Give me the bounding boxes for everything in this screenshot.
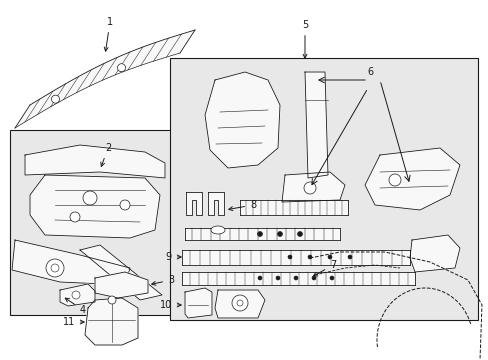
Circle shape: [304, 182, 315, 194]
Polygon shape: [182, 250, 409, 265]
FancyBboxPatch shape: [10, 130, 184, 315]
Circle shape: [287, 255, 291, 259]
Circle shape: [347, 255, 351, 259]
Circle shape: [51, 95, 60, 103]
Polygon shape: [25, 145, 164, 178]
Polygon shape: [409, 235, 459, 272]
Circle shape: [51, 264, 59, 272]
Polygon shape: [182, 272, 414, 285]
Circle shape: [275, 276, 280, 280]
Circle shape: [257, 231, 262, 237]
Ellipse shape: [210, 226, 224, 234]
Polygon shape: [204, 72, 280, 168]
Text: 2: 2: [101, 143, 111, 166]
Circle shape: [311, 276, 315, 280]
Circle shape: [231, 295, 247, 311]
Circle shape: [293, 276, 297, 280]
Polygon shape: [80, 245, 162, 300]
Circle shape: [120, 200, 130, 210]
Circle shape: [83, 191, 97, 205]
Text: 3: 3: [151, 275, 174, 285]
Polygon shape: [95, 272, 148, 298]
Text: 5: 5: [301, 20, 307, 58]
Polygon shape: [282, 172, 345, 202]
Polygon shape: [364, 148, 459, 210]
Text: 6: 6: [366, 67, 372, 77]
Circle shape: [329, 276, 333, 280]
Circle shape: [327, 255, 331, 259]
Polygon shape: [30, 175, 160, 238]
Text: 4: 4: [65, 298, 86, 315]
Polygon shape: [60, 284, 95, 306]
Polygon shape: [305, 72, 327, 178]
Text: 8: 8: [228, 200, 256, 211]
Text: 1: 1: [104, 17, 113, 51]
Text: 10: 10: [160, 300, 181, 310]
Circle shape: [388, 174, 400, 186]
Polygon shape: [215, 290, 264, 318]
Circle shape: [108, 296, 116, 304]
Circle shape: [297, 231, 302, 237]
Polygon shape: [185, 192, 202, 215]
Circle shape: [70, 212, 80, 222]
Polygon shape: [12, 240, 130, 285]
Polygon shape: [15, 30, 195, 128]
Text: 9: 9: [165, 252, 181, 262]
Polygon shape: [85, 298, 138, 345]
Polygon shape: [207, 192, 224, 215]
Circle shape: [277, 231, 282, 237]
Text: 7: 7: [313, 260, 336, 276]
Polygon shape: [184, 228, 339, 240]
Circle shape: [72, 291, 80, 299]
Circle shape: [117, 64, 125, 72]
Text: 11: 11: [62, 317, 84, 327]
Circle shape: [46, 259, 64, 277]
FancyBboxPatch shape: [170, 58, 477, 320]
Polygon shape: [184, 288, 212, 318]
Circle shape: [258, 276, 262, 280]
Polygon shape: [240, 200, 347, 215]
Circle shape: [237, 300, 243, 306]
Circle shape: [307, 255, 311, 259]
